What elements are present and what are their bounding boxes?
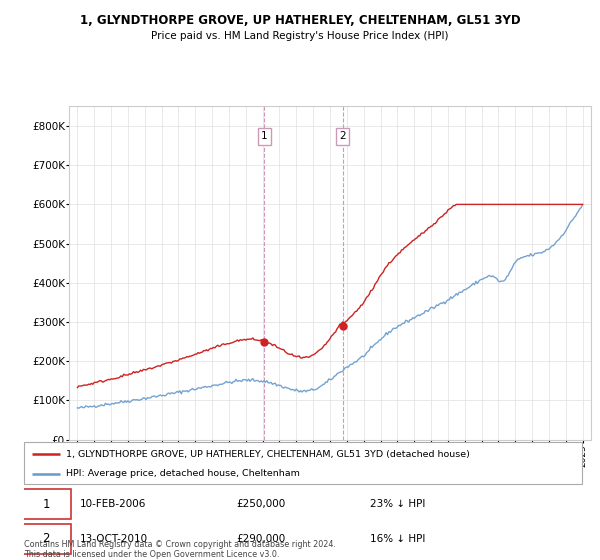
Text: Contains HM Land Registry data © Crown copyright and database right 2024.
This d: Contains HM Land Registry data © Crown c… — [24, 540, 336, 559]
FancyBboxPatch shape — [21, 489, 71, 519]
Text: 2: 2 — [340, 132, 346, 141]
Text: 1: 1 — [43, 497, 50, 511]
Text: 1, GLYNDTHORPE GROVE, UP HATHERLEY, CHELTENHAM, GL51 3YD: 1, GLYNDTHORPE GROVE, UP HATHERLEY, CHEL… — [80, 14, 520, 27]
Text: 10-FEB-2006: 10-FEB-2006 — [80, 499, 146, 509]
FancyBboxPatch shape — [24, 442, 582, 484]
Text: £290,000: £290,000 — [236, 534, 285, 544]
Text: 1, GLYNDTHORPE GROVE, UP HATHERLEY, CHELTENHAM, GL51 3YD (detached house): 1, GLYNDTHORPE GROVE, UP HATHERLEY, CHEL… — [66, 450, 470, 459]
Text: 1: 1 — [261, 132, 268, 141]
FancyBboxPatch shape — [21, 524, 71, 554]
Text: 13-OCT-2010: 13-OCT-2010 — [80, 534, 148, 544]
Text: 23% ↓ HPI: 23% ↓ HPI — [370, 499, 425, 509]
Text: 2: 2 — [43, 533, 50, 545]
Text: HPI: Average price, detached house, Cheltenham: HPI: Average price, detached house, Chel… — [66, 469, 300, 478]
Text: 16% ↓ HPI: 16% ↓ HPI — [370, 534, 425, 544]
Text: £250,000: £250,000 — [236, 499, 285, 509]
Text: Price paid vs. HM Land Registry's House Price Index (HPI): Price paid vs. HM Land Registry's House … — [151, 31, 449, 41]
